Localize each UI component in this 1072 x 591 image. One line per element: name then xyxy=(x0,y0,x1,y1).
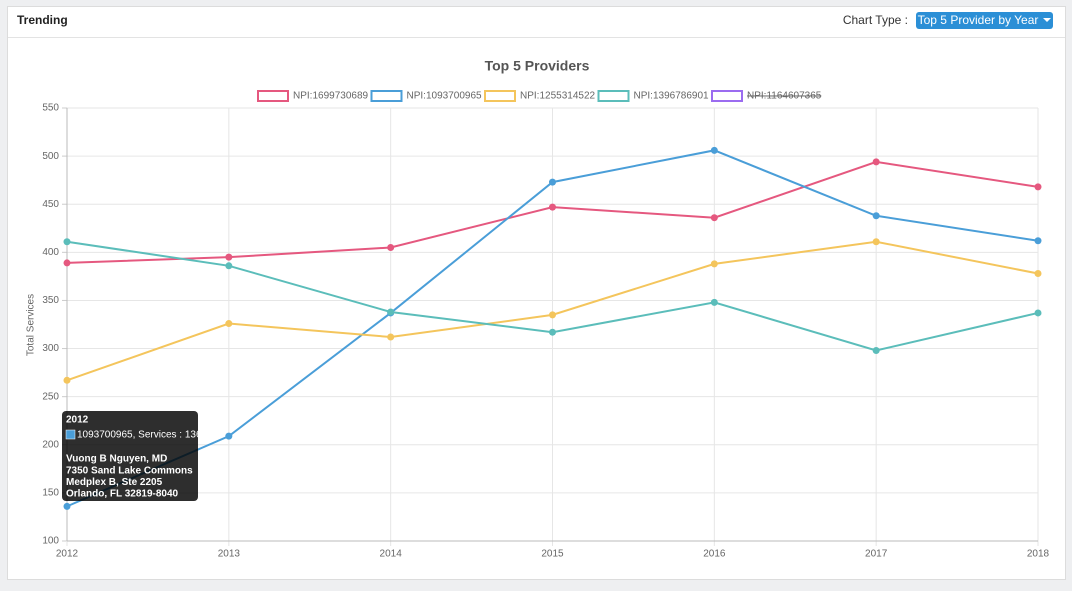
tooltip-detail: Medplex B, Ste 2205 xyxy=(66,477,163,488)
legend-label: NPI:1699730689 xyxy=(293,91,369,102)
tooltip: 2012 1093700965, Services : 136 Vuong B Ng… xyxy=(62,411,202,501)
y-tick-label: 100 xyxy=(42,536,59,547)
data-point xyxy=(63,259,71,267)
y-tick-label: 400 xyxy=(42,247,59,258)
data-point xyxy=(387,244,395,252)
y-axis-label: Total Services xyxy=(26,294,37,356)
data-point xyxy=(710,260,718,268)
data-point xyxy=(225,253,233,261)
data-point xyxy=(872,238,880,246)
data-point xyxy=(872,346,880,354)
data-point xyxy=(549,178,556,186)
tooltip-swatch xyxy=(65,429,76,440)
y-tick-label: 550 xyxy=(42,103,59,114)
legend-label: NPI:1255314522 xyxy=(520,91,596,102)
tooltip-title: 2012 xyxy=(66,415,89,426)
y-tick-label: 300 xyxy=(42,343,59,354)
data-point xyxy=(63,502,71,510)
data-point xyxy=(225,320,233,328)
legend-swatch xyxy=(711,90,743,102)
data-point xyxy=(872,158,880,166)
data-point xyxy=(710,298,718,306)
data-point xyxy=(710,146,718,154)
legend-label: NPI:1396786901 xyxy=(634,91,710,102)
chart-title: Top 5 Providers xyxy=(485,58,590,74)
legend-label: NPI:1164607365 xyxy=(747,91,822,102)
legend-swatch xyxy=(597,90,630,102)
legend-swatch xyxy=(484,90,516,102)
data-point xyxy=(872,212,880,220)
data-point xyxy=(710,214,718,222)
x-tick-label: 2016 xyxy=(703,549,726,560)
x-tick-label: 2015 xyxy=(541,549,564,560)
y-tick-label: 350 xyxy=(42,295,59,306)
legend-swatch xyxy=(257,90,289,102)
x-tick-label: 2012 xyxy=(56,549,79,560)
chart-type-label: Chart Type : xyxy=(842,13,908,27)
panel-title: Trending xyxy=(17,13,68,27)
x-tick-label: 2017 xyxy=(865,549,888,560)
data-point xyxy=(1034,237,1042,245)
y-tick-label: 200 xyxy=(42,439,59,450)
tooltip-detail: Vuong B Nguyen, MD xyxy=(66,454,167,465)
y-tick-label: 150 xyxy=(42,488,59,499)
legend-swatch xyxy=(370,90,403,102)
chart-type-dropdown[interactable]: Top 5 Provider by Year xyxy=(916,12,1053,29)
tooltip-detail: 7350 Sand Lake Commons xyxy=(66,465,193,476)
data-point xyxy=(549,203,556,211)
data-point xyxy=(387,333,395,341)
data-point xyxy=(63,376,71,384)
data-point xyxy=(225,432,233,440)
y-tick-label: 450 xyxy=(42,199,59,210)
data-point xyxy=(387,308,395,316)
legend-label: NPI:1093700965 xyxy=(407,91,483,102)
y-tick-label: 250 xyxy=(42,391,59,402)
tooltip-item: 1093700965, Services : 136 xyxy=(77,430,202,441)
y-tick-label: 500 xyxy=(42,151,59,162)
panel-header: Trending Chart Type : Top 5 Provider by … xyxy=(8,7,1065,38)
x-tick-label: 2018 xyxy=(1027,549,1050,560)
x-tick-label: 2013 xyxy=(218,549,241,560)
tooltip-box xyxy=(62,411,198,501)
data-point xyxy=(1034,183,1042,191)
data-point xyxy=(1034,309,1042,317)
tooltip-detail: Orlando, FL 32819-8040 xyxy=(66,489,179,500)
x-tick-label: 2014 xyxy=(380,549,403,560)
data-point xyxy=(549,328,556,336)
data-point xyxy=(225,262,233,270)
data-point xyxy=(549,311,556,319)
data-point xyxy=(1034,270,1042,278)
data-point xyxy=(63,238,71,246)
